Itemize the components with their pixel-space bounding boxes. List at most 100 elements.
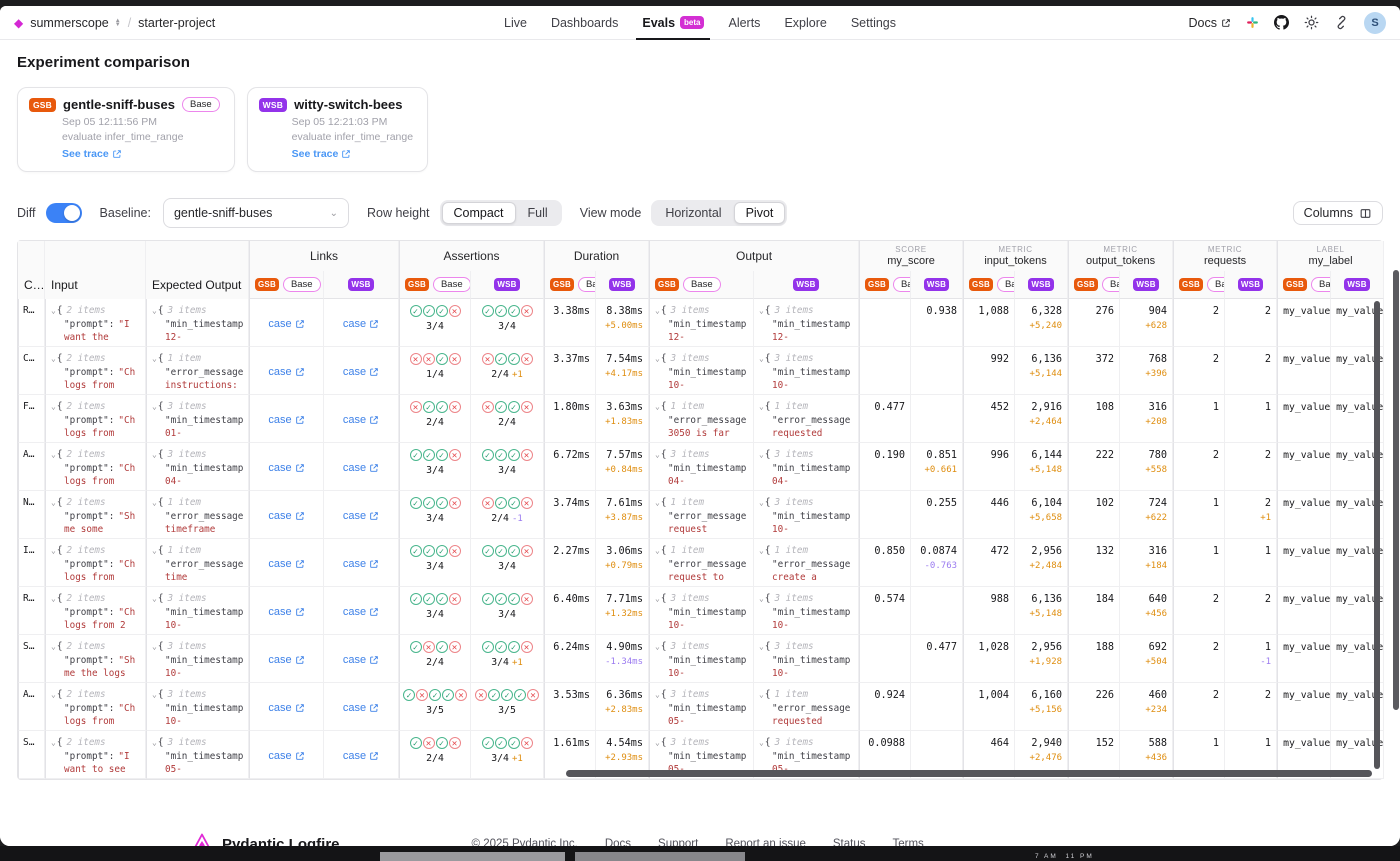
output-tokens-gsb-cell[interactable]: 184	[1068, 587, 1121, 636]
chevron-down-icon[interactable]: ⌄	[655, 738, 660, 748]
chevron-down-icon[interactable]: ⌄	[51, 738, 56, 748]
output-tokens-gsb-cell[interactable]: 108	[1068, 395, 1121, 444]
table-horizontal-scrollbar[interactable]	[566, 770, 1372, 778]
case-link[interactable]: case	[343, 750, 379, 762]
score-gsb-cell[interactable]: 0.574	[859, 587, 912, 636]
output-wsb-cell[interactable]: ⌄{3 items "min_timestamp 10-	[754, 587, 860, 636]
expected-output-cell[interactable]: ⌄{3 items "min_timestamp 04-	[146, 443, 249, 492]
score-gsb-cell[interactable]	[859, 347, 912, 396]
org-name[interactable]: summerscope	[30, 15, 109, 30]
theme-sun-icon[interactable]	[1304, 15, 1319, 30]
chevron-down-icon[interactable]: ⌄	[152, 594, 157, 604]
assertions-gsb-cell[interactable]: ✓ ✕ ✓ ✕ 2/4	[399, 635, 472, 684]
score-gsb-cell[interactable]: 0.924	[859, 683, 912, 732]
input-tokens-gsb-cell[interactable]: 996	[963, 443, 1016, 492]
tab-evals[interactable]: Evals beta	[630, 6, 716, 40]
output-tokens-gsb-cell[interactable]: 132	[1068, 539, 1121, 588]
score-wsb-cell[interactable]	[911, 347, 964, 396]
duration-wsb-cell[interactable]: 6.36ms +2.83ms	[596, 683, 650, 732]
chevron-down-icon[interactable]: ⌄	[152, 690, 157, 700]
duration-wsb-cell[interactable]: 3.06ms +0.79ms	[596, 539, 650, 588]
footer-link-terms[interactable]: Terms	[892, 838, 924, 846]
output-wsb-cell[interactable]: ⌄{3 items "min_timestamp 12-	[754, 299, 860, 348]
docs-link[interactable]: Docs	[1189, 16, 1231, 30]
chevron-down-icon[interactable]: ⌄	[152, 498, 157, 508]
output-tokens-wsb-cell[interactable]: 904 +628	[1120, 299, 1174, 348]
chevron-down-icon[interactable]: ⌄	[51, 354, 56, 364]
input-tokens-wsb-cell[interactable]: 2,956 +2,484	[1015, 539, 1069, 588]
case-link[interactable]: case	[268, 414, 304, 426]
input-tokens-wsb-cell[interactable]: 6,104 +5,658	[1015, 491, 1069, 540]
expected-output-cell[interactable]: ⌄{1 item "error_message instructions:	[146, 347, 249, 396]
footer-link-report[interactable]: Report an issue	[725, 838, 806, 846]
requests-gsb-cell[interactable]: 2	[1173, 443, 1226, 492]
tab-explore[interactable]: Explore	[784, 15, 827, 30]
my-label-gsb-cell[interactable]: my_value_	[1277, 299, 1332, 348]
duration-gsb-cell[interactable]: 2.27ms	[544, 539, 597, 588]
case-link[interactable]: case	[343, 654, 379, 666]
score-wsb-cell[interactable]	[911, 683, 964, 732]
case-link[interactable]: case	[268, 750, 304, 762]
input-tokens-wsb-cell[interactable]: 6,136 +5,144	[1015, 347, 1069, 396]
score-wsb-cell[interactable]: 0.255	[911, 491, 964, 540]
case-cell[interactable]: A…	[18, 683, 45, 732]
assertions-gsb-cell[interactable]: ✓ ✓ ✓ ✕ 3/4	[399, 443, 472, 492]
case-link[interactable]: case	[343, 510, 379, 522]
score-gsb-cell[interactable]	[859, 491, 912, 540]
score-wsb-cell[interactable]	[911, 587, 964, 636]
output-gsb-cell[interactable]: ⌄{1 item "error_message 3050 is far	[649, 395, 755, 444]
input-cell[interactable]: ⌄{2 items "prompt": "Sh me some	[45, 491, 146, 540]
chevron-down-icon[interactable]: ⌄	[152, 354, 157, 364]
case-cell[interactable]: S…	[18, 731, 45, 780]
assertions-gsb-cell[interactable]: ✓ ✓ ✓ ✕ 3/4	[399, 491, 472, 540]
duration-gsb-cell[interactable]: 6.24ms	[544, 635, 597, 684]
tab-live[interactable]: Live	[504, 15, 527, 30]
case-cell[interactable]: C…	[18, 347, 45, 396]
output-tokens-wsb-cell[interactable]: 768 +396	[1120, 347, 1174, 396]
duration-gsb-cell[interactable]: 3.37ms	[544, 347, 597, 396]
chevron-down-icon[interactable]: ⌄	[759, 594, 764, 604]
columns-button[interactable]: Columns	[1292, 201, 1383, 226]
output-wsb-cell[interactable]: ⌄{1 item "error_message requested	[754, 395, 860, 444]
chevron-down-icon[interactable]: ⌄	[655, 306, 660, 316]
case-link[interactable]: case	[343, 414, 379, 426]
chevron-down-icon[interactable]: ⌄	[51, 594, 56, 604]
requests-wsb-cell[interactable]: 1	[1225, 395, 1278, 444]
score-wsb-cell[interactable]	[911, 395, 964, 444]
input-tokens-gsb-cell[interactable]: 988	[963, 587, 1016, 636]
my-label-gsb-cell[interactable]: my_value_	[1277, 443, 1332, 492]
requests-wsb-cell[interactable]: 2	[1225, 299, 1278, 348]
duration-gsb-cell[interactable]: 6.40ms	[544, 587, 597, 636]
output-gsb-cell[interactable]: ⌄{3 items "min_timestamp 04-	[649, 443, 755, 492]
chevron-down-icon[interactable]: ⌄	[152, 450, 157, 460]
col-header-input[interactable]: Input	[45, 241, 146, 300]
expected-output-cell[interactable]: ⌄{3 items "min_timestamp 10-	[146, 587, 249, 636]
chevron-down-icon[interactable]: ⌄	[759, 642, 764, 652]
col-header-expected-output[interactable]: Expected Output	[146, 241, 249, 300]
output-tokens-gsb-cell[interactable]: 222	[1068, 443, 1121, 492]
chevron-down-icon[interactable]: ⌄	[51, 306, 56, 316]
requests-wsb-cell[interactable]: 1	[1225, 539, 1278, 588]
output-tokens-gsb-cell[interactable]: 276	[1068, 299, 1121, 348]
output-gsb-cell[interactable]: ⌄{3 items "min_timestamp 05-	[649, 683, 755, 732]
share-link-icon[interactable]	[1334, 15, 1349, 30]
requests-wsb-cell[interactable]: 2	[1225, 683, 1278, 732]
assertions-wsb-cell[interactable]: ✓ ✓ ✓ ✕ 3/4	[471, 539, 545, 588]
page-scrollbar[interactable]	[1393, 270, 1399, 710]
assertions-gsb-cell[interactable]: ✓ ✓ ✓ ✕ 3/4	[399, 587, 472, 636]
diff-toggle[interactable]	[45, 203, 82, 224]
duration-gsb-cell[interactable]: 1.80ms	[544, 395, 597, 444]
my-label-gsb-cell[interactable]: my_value_	[1277, 491, 1332, 540]
duration-gsb-cell[interactable]: 3.53ms	[544, 683, 597, 732]
requests-wsb-cell[interactable]: 1 -1	[1225, 635, 1278, 684]
case-link[interactable]: case	[268, 366, 304, 378]
requests-gsb-cell[interactable]: 2	[1173, 683, 1226, 732]
duration-wsb-cell[interactable]: 4.90ms -1.34ms	[596, 635, 650, 684]
chevron-down-icon[interactable]: ⌄	[51, 498, 56, 508]
chevron-down-icon[interactable]: ⌄	[51, 690, 56, 700]
score-gsb-cell[interactable]: 0.190	[859, 443, 912, 492]
case-link[interactable]: case	[343, 702, 379, 714]
output-tokens-gsb-cell[interactable]: 102	[1068, 491, 1121, 540]
input-cell[interactable]: ⌄{2 items "prompt": "Ch logs from 2	[45, 587, 146, 636]
assertions-gsb-cell[interactable]: ✓ ✓ ✓ ✕ 3/4	[399, 539, 472, 588]
